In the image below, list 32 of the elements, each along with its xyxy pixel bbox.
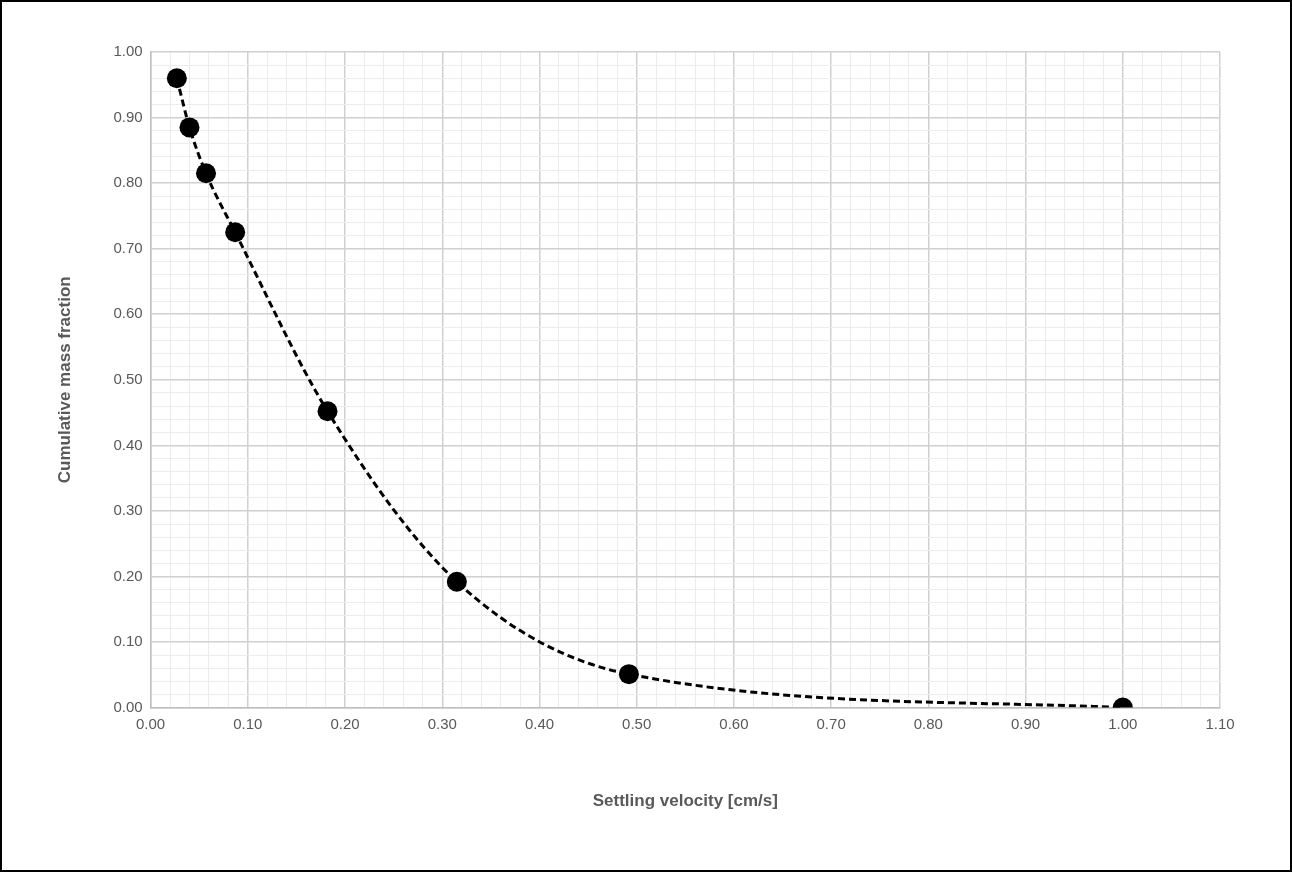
x-tick-label: 0.90 (1010, 714, 1041, 732)
point (179, 117, 200, 138)
y-tick-label: 0.70 (113, 238, 143, 256)
x-tick-label: 0.00 (135, 714, 166, 732)
x-tick-label: 0.60 (719, 714, 749, 732)
y-tick-label: 0.40 (113, 435, 143, 453)
y-axis-title: Cumulative mass fraction (54, 276, 74, 484)
y-tick-label: 0.30 (113, 501, 143, 519)
y-tick-label: 0.20 (113, 566, 143, 584)
y-tick-label: 0.80 (113, 173, 143, 191)
y-tick-label: 0.00 (113, 697, 143, 715)
y-tick-label: 0.10 (113, 632, 143, 650)
y-tick-label: 1.00 (113, 42, 143, 60)
y-tick-label: 0.60 (113, 304, 143, 322)
point (618, 664, 639, 685)
x-tick-label: 1.00 (1108, 714, 1138, 732)
x-tick-label: 0.10 (233, 714, 263, 732)
x-tick-label: 1.10 (1205, 714, 1235, 732)
point (317, 401, 338, 422)
x-tick-label: 0.40 (524, 714, 555, 732)
x-tick-label: 0.50 (622, 714, 652, 732)
y-tick-label: 0.50 (113, 369, 143, 387)
x-axis-title: Settling velocity [cm/s] (592, 791, 778, 811)
y-tick-label: 0.90 (113, 107, 143, 125)
point (225, 222, 246, 243)
point (166, 68, 187, 89)
point (196, 163, 217, 184)
x-tick-label: 0.80 (913, 714, 943, 732)
x-tick-label: 0.70 (816, 714, 846, 732)
x-tick-label: 0.30 (427, 714, 457, 732)
x-tick-label: 0.20 (330, 714, 360, 732)
point (446, 571, 467, 592)
